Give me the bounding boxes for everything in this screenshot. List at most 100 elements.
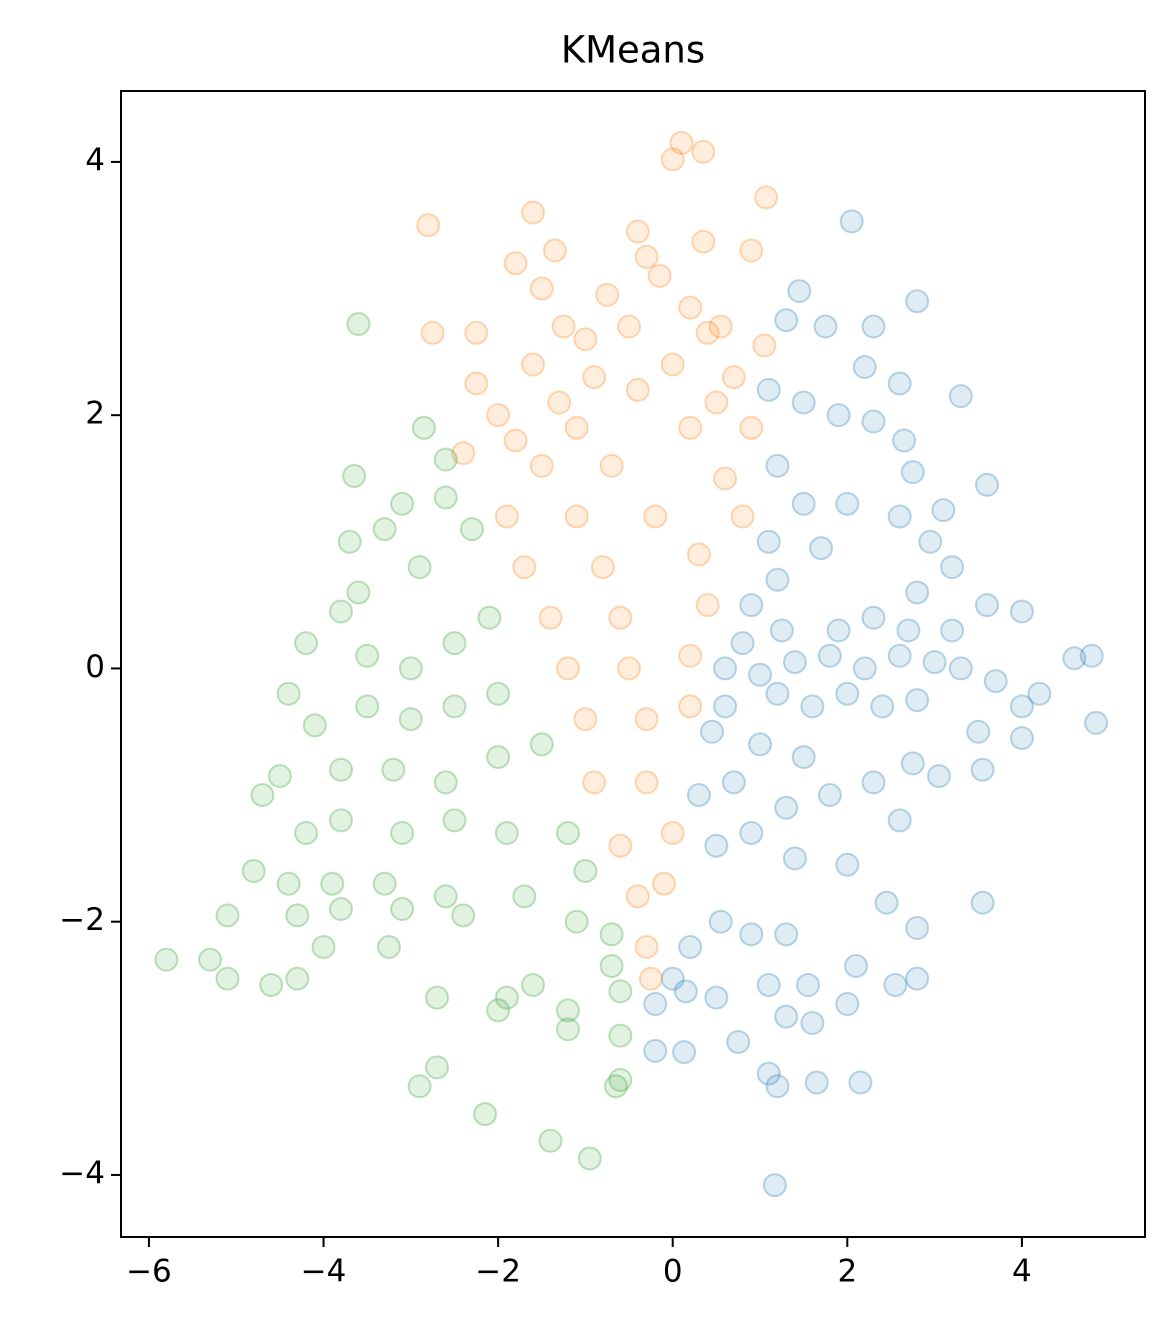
- scatter-point: [791, 745, 816, 770]
- scatter-point: [887, 643, 912, 668]
- scatter-point: [590, 555, 615, 580]
- scatter-point: [512, 555, 537, 580]
- scatter-point: [660, 821, 685, 846]
- scatter-point: [948, 656, 973, 681]
- scatter-point: [328, 897, 353, 922]
- scatter-point: [1009, 726, 1034, 751]
- scatter-point: [713, 694, 738, 719]
- scatter-point: [433, 770, 458, 795]
- scatter-point: [817, 783, 842, 808]
- scatter-point: [708, 314, 733, 339]
- scatter-point: [425, 985, 450, 1010]
- scatter-point: [739, 922, 764, 947]
- scatter-point: [451, 441, 476, 466]
- scatter-point: [390, 897, 415, 922]
- scatter-point: [839, 209, 864, 234]
- scatter-point: [542, 238, 567, 263]
- scatter-point: [328, 599, 353, 624]
- scatter-point: [595, 282, 620, 307]
- scatter-point: [704, 833, 729, 858]
- scatter-point: [529, 276, 554, 301]
- scatter-point: [617, 314, 642, 339]
- scatter-point: [512, 884, 537, 909]
- scatter-point: [700, 719, 725, 744]
- scatter-point: [678, 295, 703, 320]
- scatter-point: [974, 472, 999, 497]
- scatter-point: [285, 903, 310, 928]
- scatter-point: [551, 314, 576, 339]
- scatter-point: [787, 279, 812, 304]
- scatter-point: [809, 536, 834, 561]
- scatter-point: [608, 833, 633, 858]
- scatter-point: [774, 795, 799, 820]
- scatter-point: [922, 650, 947, 675]
- scatter-point: [503, 251, 528, 276]
- scatter-point: [1084, 710, 1109, 735]
- scatter-point: [259, 973, 284, 998]
- scatter-point: [678, 643, 703, 668]
- x-tick-label: −4: [301, 1254, 347, 1290]
- scatter-point: [215, 903, 240, 928]
- scatter-point: [900, 460, 925, 485]
- scatter-point: [672, 1040, 697, 1065]
- scatter-point: [892, 428, 917, 453]
- scatter-point: [503, 428, 528, 453]
- scatter-point: [494, 821, 519, 846]
- scatter-point: [420, 320, 445, 345]
- y-tick-label: 0: [85, 649, 105, 685]
- scatter-point: [730, 631, 755, 656]
- scatter-point: [765, 567, 790, 592]
- scatter-point: [407, 555, 432, 580]
- scatter-point: [739, 415, 764, 440]
- scatter-point: [416, 213, 441, 238]
- scatter-point: [748, 732, 773, 757]
- scatter-point: [756, 973, 781, 998]
- axes-frame: [120, 90, 1146, 1238]
- scatter-point: [739, 238, 764, 263]
- scatter-point: [582, 365, 607, 390]
- scatter-point: [756, 377, 781, 402]
- scatter-point: [582, 770, 607, 795]
- scatter-point: [276, 681, 301, 706]
- scatter-point: [861, 409, 886, 434]
- scatter-point: [647, 263, 672, 288]
- scatter-point: [669, 130, 694, 155]
- plot-area: [154, 130, 1109, 1198]
- scatter-point: [782, 650, 807, 675]
- scatter-point: [215, 966, 240, 991]
- scatter-point: [983, 669, 1008, 694]
- scatter-point: [276, 871, 301, 896]
- scatter-point: [1079, 643, 1104, 668]
- scatter-point: [887, 504, 912, 529]
- scatter-point: [241, 859, 266, 884]
- scatter-point: [948, 384, 973, 409]
- scatter-point: [678, 935, 703, 960]
- scatter-point: [433, 447, 458, 472]
- scatter-point: [464, 371, 489, 396]
- scatter-point: [638, 966, 663, 991]
- scatter-point: [887, 371, 912, 396]
- scatter-point: [603, 1074, 628, 1099]
- scatter-point: [905, 916, 930, 941]
- scatter-point: [835, 992, 860, 1017]
- scatter-point: [538, 605, 563, 630]
- scatter-point: [774, 922, 799, 947]
- scatter-point: [381, 757, 406, 782]
- scatter-point: [459, 517, 484, 542]
- scatter-point: [608, 1023, 633, 1048]
- scatter-point: [774, 1004, 799, 1029]
- scatter-point: [250, 783, 275, 808]
- scatter-point: [1009, 599, 1034, 624]
- scatter-point: [599, 453, 624, 478]
- scatter-point: [905, 688, 930, 713]
- scatter-point: [940, 555, 965, 580]
- scatter-point: [691, 139, 716, 164]
- scatter-point: [564, 909, 589, 934]
- scatter-point: [547, 390, 572, 415]
- scatter-point: [599, 954, 624, 979]
- scatter-point: [328, 757, 353, 782]
- scatter-point: [835, 852, 860, 877]
- scatter-point: [337, 529, 362, 554]
- scatter-point: [756, 529, 781, 554]
- scatter-point: [625, 377, 650, 402]
